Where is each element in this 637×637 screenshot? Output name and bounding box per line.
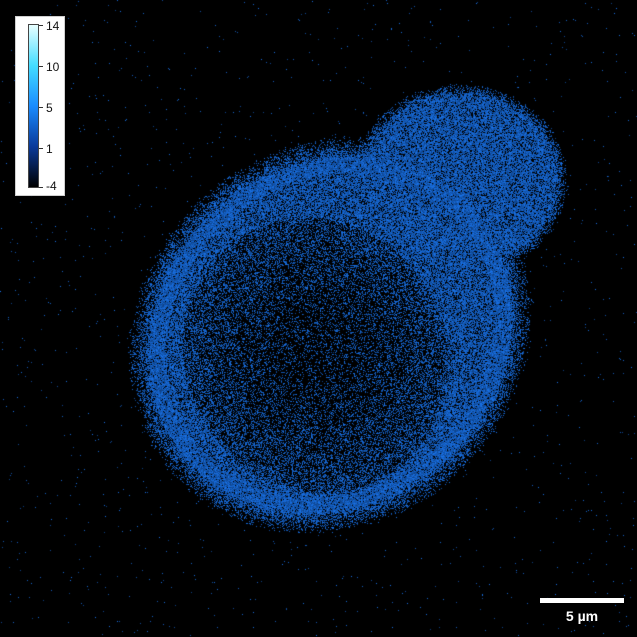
colorbar-legend: 14 10 5 1 -4 <box>15 16 65 196</box>
colorbar-tick-minus4: -4 <box>46 179 57 193</box>
scale-bar-label: 5 µm <box>565 608 599 624</box>
colorbar-tick-5: 5 <box>46 101 53 115</box>
colorbar-tick-10: 10 <box>46 60 60 74</box>
colorbar-tick-mark <box>39 148 43 149</box>
colorbar-tick-mark <box>39 25 43 26</box>
colorbar-tick-mark <box>39 107 43 108</box>
colorbar-tick-14: 14 <box>46 19 60 33</box>
colorbar-gradient <box>28 24 39 188</box>
colorbar-tick-1: 1 <box>46 142 53 156</box>
colorbar-tick-mark <box>39 66 43 67</box>
colorbar-tick-mark <box>39 187 43 188</box>
scale-bar <box>540 598 624 603</box>
